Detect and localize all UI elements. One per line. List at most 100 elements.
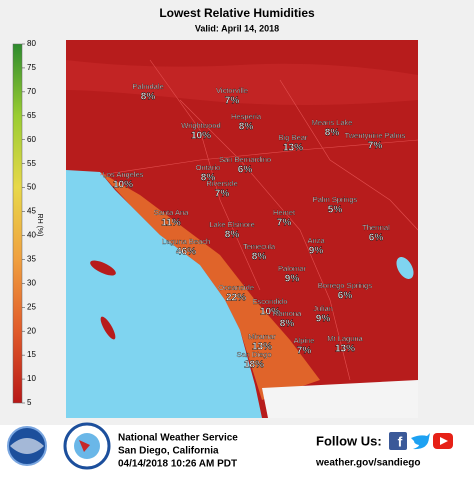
city-name: Twentynine Palms — [345, 131, 406, 140]
city-value: 22% — [226, 293, 246, 304]
colorbar-tick-label: 80 — [27, 39, 36, 48]
city-name: Miramar — [248, 332, 276, 341]
nws-logo-bolt — [79, 440, 90, 452]
city-name: Escondido — [252, 297, 287, 306]
city-name: Julian — [313, 304, 333, 313]
colorbar-label: RH (%) — [36, 214, 43, 237]
city-value: 13% — [283, 143, 303, 154]
city-name: Los Angeles — [103, 170, 144, 179]
city-value: 8% — [252, 252, 267, 263]
city-value: 5% — [328, 205, 343, 216]
city-value: 10% — [113, 180, 133, 191]
colorbar-tick-label: 55 — [27, 159, 36, 168]
city-name: Wrightwood — [181, 121, 220, 130]
colorbar-ticks: 80 75 70 65 60 55 50 45 40 35 30 25 20 15 10 5 — [22, 39, 36, 407]
city-value: 8% — [280, 319, 295, 330]
city-name: Means Lake — [312, 118, 353, 127]
issued: 04/14/2018 10:26 AM PDT — [118, 459, 237, 470]
city-value: 9% — [316, 314, 331, 325]
colorbar-tick-label: 15 — [27, 350, 36, 359]
facebook-glyph: f — [398, 434, 403, 450]
city-value: 7% — [368, 141, 383, 152]
title: Lowest Relative Humidities — [159, 6, 315, 20]
city-name: Big Bear — [279, 133, 308, 142]
city-name: San Bernardino — [219, 155, 271, 164]
land-shade — [66, 60, 418, 105]
city-name: Thermal — [362, 223, 390, 232]
colorbar-tick-label: 45 — [27, 207, 36, 216]
city-value: 11% — [161, 218, 181, 229]
city-name: San Diego — [236, 350, 271, 359]
city-name: Lake Elsinore — [209, 220, 254, 229]
city-name: Riverside — [206, 179, 237, 188]
city-name: Palmdale — [132, 82, 163, 91]
twitter-icon[interactable] — [411, 433, 430, 450]
colorbar-tick-label: 40 — [27, 231, 36, 240]
city-name: Hesperia — [231, 112, 262, 121]
colorbar-tick-label: 10 — [27, 374, 36, 383]
noaa-logo-wave — [10, 438, 44, 454]
city-value: 8% — [225, 230, 240, 241]
city-name: Alpine — [294, 336, 315, 345]
city-value: 6% — [369, 233, 384, 244]
city-name: Palomar — [278, 264, 306, 273]
city-name: Borrego Springs — [318, 281, 372, 290]
colorbar-tick-label: 30 — [27, 278, 36, 287]
city-value: 18% — [244, 360, 264, 371]
lake — [396, 257, 414, 279]
colorbar-tick-label: 25 — [27, 302, 36, 311]
city-value: 10% — [260, 307, 280, 318]
city-value: 8% — [141, 92, 156, 103]
colorbar-tick-label: 75 — [27, 63, 36, 72]
facebook-icon[interactable] — [389, 432, 407, 450]
city-labels: Palmdale8%Victorville7%Hesperia8%Wrightw… — [102, 82, 406, 371]
subtitle: Valid: April 14, 2018 — [195, 23, 279, 33]
city-name: Hemet — [273, 208, 296, 217]
roads — [99, 59, 419, 381]
city-name: Ontario — [196, 163, 221, 172]
city-value: 8% — [325, 128, 340, 139]
youtube-glyph — [440, 437, 448, 445]
city-value: 8% — [201, 173, 216, 184]
website[interactable]: weather.gov/sandiego — [315, 458, 420, 469]
city-name: Laguna Beach — [162, 237, 210, 246]
mexico — [262, 380, 418, 418]
city-value: 7% — [225, 96, 240, 107]
city-value: 9% — [285, 274, 300, 285]
city-value: 8% — [239, 122, 254, 133]
city-value: 10% — [191, 131, 211, 142]
colorbar-tick-label: 65 — [27, 111, 36, 120]
city-name: Oceanside — [218, 283, 254, 292]
city-value: 13% — [335, 344, 355, 355]
colorbar-tick-label: 60 — [27, 135, 36, 144]
city-value: 7% — [297, 346, 312, 357]
colorbar-tick-label: 5 — [27, 398, 32, 407]
city-name: Victorville — [216, 86, 248, 95]
city-value: 7% — [277, 218, 292, 229]
colorbar — [12, 43, 23, 404]
city-value: 6% — [338, 291, 353, 302]
city-name: Temecula — [243, 242, 276, 251]
city-value: 9% — [309, 246, 324, 257]
city-name: Ramona — [273, 309, 302, 318]
colorbar-tick-label: 35 — [27, 255, 36, 264]
island — [100, 316, 116, 340]
island — [90, 260, 116, 276]
coastal-zone — [100, 172, 320, 400]
city-value: 13% — [252, 342, 272, 353]
city-name: Santa Ana — [154, 208, 189, 217]
city-value: 46% — [176, 247, 196, 258]
city-name: Palm Springs — [313, 195, 358, 204]
office: San Diego, California — [118, 446, 219, 457]
ocean — [66, 170, 262, 418]
city-name: Anza — [307, 236, 325, 245]
follow-us: Follow Us: — [316, 433, 382, 448]
colorbar-tick-label: 70 — [27, 87, 36, 96]
city-name: Mt Laguna — [327, 334, 363, 343]
colorbar-tick-label: 20 — [27, 326, 36, 335]
agency: National Weather Service — [118, 433, 238, 444]
colorbar-tick-label: 50 — [27, 183, 36, 192]
city-value: 7% — [215, 189, 230, 200]
